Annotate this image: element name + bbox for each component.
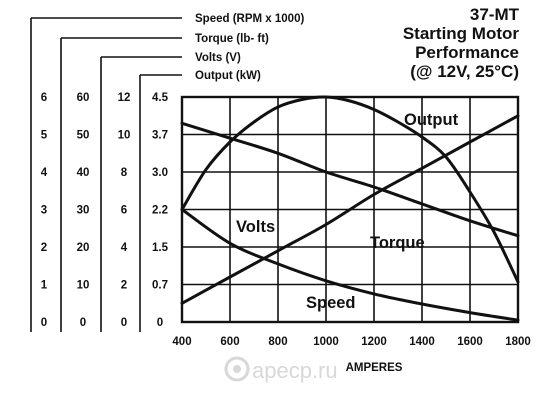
x-axis-label: AMPERES xyxy=(346,362,403,374)
y-tick-label-output: 0.7 xyxy=(152,280,168,292)
watermark-text: apecp.ru xyxy=(252,358,338,383)
y-tick-label-volts: 4 xyxy=(121,242,128,254)
y-tick-label-output: 3.0 xyxy=(152,167,168,179)
series-line-volts xyxy=(180,121,520,238)
y-tick-label-speed: 4 xyxy=(41,167,48,179)
axis-bracket-layer xyxy=(30,17,182,332)
x-tick-label: 1200 xyxy=(361,336,387,348)
axis-label-volts: Volts (V) xyxy=(195,52,241,64)
watermark-layer: apecp.ru xyxy=(224,356,338,383)
text-layer: 400 600 800 1000 1200 1400 1600 1800AMPERESSpee… xyxy=(41,5,531,374)
y-tick-label-volts: 6 xyxy=(121,205,127,217)
y-tick-label-speed: 0 xyxy=(41,317,47,329)
y-tick-label-torque: 40 xyxy=(77,167,90,179)
chart-title-line1: 37-MT xyxy=(470,5,520,24)
x-tick-label: 1000 xyxy=(313,336,339,348)
y-tick-label-torque: 0 xyxy=(80,317,86,329)
x-tick-label: 400 xyxy=(172,336,191,348)
y-tick-label-volts: 0 xyxy=(121,317,127,329)
y-tick-label-torque: 30 xyxy=(77,205,90,217)
x-tick-label: 800 xyxy=(268,336,287,348)
x-tick-label: 1400 xyxy=(409,336,435,348)
y-tick-label-volts: 8 xyxy=(121,167,128,179)
y-tick-label-speed: 5 xyxy=(41,130,48,142)
chart-title-line4: (@ 12V, 25°C) xyxy=(410,62,519,81)
y-tick-label-torque: 60 xyxy=(77,92,90,104)
y-tick-label-output: 2.2 xyxy=(152,205,168,217)
series-line-torque xyxy=(180,114,520,305)
watermark-logo-dot-icon xyxy=(233,365,241,373)
y-tick-label-speed: 2 xyxy=(41,242,47,254)
series-layer xyxy=(180,95,520,322)
x-tick-label: 600 xyxy=(220,336,239,348)
y-tick-label-speed: 3 xyxy=(41,205,47,217)
y-tick-label-volts: 12 xyxy=(118,92,131,104)
x-tick-label: 1800 xyxy=(505,336,531,348)
chart-title-line2: Starting Motor xyxy=(403,24,520,43)
y-tick-label-torque: 20 xyxy=(77,242,90,254)
series-label-speed: Speed xyxy=(306,294,356,312)
y-tick-label-speed: 1 xyxy=(41,280,48,292)
y-tick-label-volts: 10 xyxy=(118,130,131,142)
series-line-output xyxy=(180,95,520,284)
series-line-speed xyxy=(180,208,520,322)
series-label-torque: Torque xyxy=(370,234,425,252)
y-tick-label-output: 3.7 xyxy=(152,130,168,142)
y-tick-label-volts: 2 xyxy=(121,280,127,292)
chart-title-line3: Performance xyxy=(415,43,519,62)
y-tick-label-output: 1.5 xyxy=(152,242,169,254)
y-tick-label-torque: 10 xyxy=(77,280,90,292)
y-tick-label-speed: 6 xyxy=(41,92,47,104)
axis-label-output: Output (kW) xyxy=(195,70,261,82)
axis-label-torque: Torque (lb- ft) xyxy=(195,33,269,45)
y-tick-label-output: 4.5 xyxy=(152,92,169,104)
watermark-logo-icon xyxy=(224,356,250,382)
y-tick-label-output: 0 xyxy=(157,317,163,329)
x-tick-label: 1600 xyxy=(457,336,483,348)
series-label-output: Output xyxy=(404,111,459,129)
series-label-volts: Volts xyxy=(236,218,275,236)
y-tick-label-torque: 50 xyxy=(77,130,90,142)
axis-label-speed: Speed (RPM x 1000) xyxy=(195,13,304,25)
